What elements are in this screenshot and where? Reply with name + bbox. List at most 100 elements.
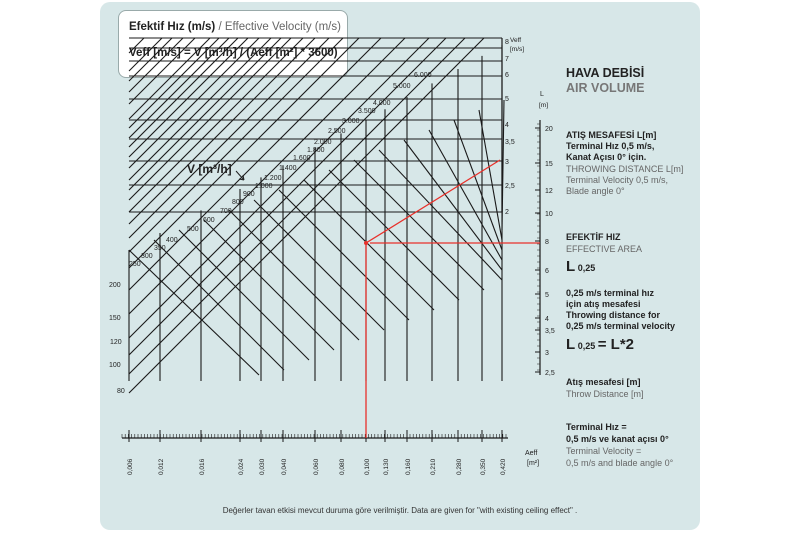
vflow-tick-label: 100 xyxy=(109,362,121,369)
vflow-tick-label: 1.600 xyxy=(293,155,311,162)
vflow-tick-label: 400 xyxy=(166,237,178,244)
throw-distance-label: Throw Distance [m] xyxy=(566,389,644,399)
vflow-tick-label: 250 xyxy=(129,261,141,268)
example-intersection-point xyxy=(364,241,368,245)
vflow-tick-label: 5.000 xyxy=(393,83,411,90)
aeff-tick-label: 0,012 xyxy=(158,458,165,475)
vflow-tick-label: 700 xyxy=(220,208,232,215)
veff-tick-label: 4 xyxy=(505,122,509,129)
vflow-tick-label: 200 xyxy=(109,282,121,289)
aeff-tick-label: 0,100 xyxy=(364,458,371,475)
terminal-velocity-line-2: 0,5 m/s and blade angle 0° xyxy=(566,458,674,468)
vflow-diagonal xyxy=(128,37,220,129)
vflow-tick-label: 3.000 xyxy=(342,118,360,125)
chart-panel xyxy=(100,2,700,530)
nomogram-labels: 0,006 0,012 0,016 0,024 0,030 0,040 0,060 0,080… xyxy=(109,37,555,475)
lattice-diagonal xyxy=(378,149,503,281)
vflow-arrow-icon xyxy=(235,170,245,181)
lattice-diagonal xyxy=(253,199,385,331)
vflow-diagonal xyxy=(128,37,239,148)
l-tick-label: 3 xyxy=(545,350,549,357)
vflow-diagonal xyxy=(128,37,292,201)
hava-debisi-title: HAVA DEBİSİ xyxy=(566,66,645,80)
nomogram-axes xyxy=(121,38,541,442)
veff-axis-unit: [m/s] xyxy=(510,46,524,53)
vflow-tick-label: 80 xyxy=(117,388,125,395)
nomogram-grid xyxy=(128,37,505,394)
l-tick-label: 4 xyxy=(545,316,549,323)
aeff-tick-label: 0,350 xyxy=(480,458,487,475)
terminal-velocity-line-1: Terminal Velocity = xyxy=(566,446,642,456)
veff-tick-label: 7 xyxy=(505,56,509,63)
vflow-diagonal xyxy=(128,37,406,315)
l-tick-label: 8 xyxy=(545,239,549,246)
veff-tick-label: 2 xyxy=(505,209,509,216)
veff-tick-label: 3,5 xyxy=(505,139,515,146)
l025-equation: L 0,25 = L*2 xyxy=(566,336,635,353)
aeff-tick-label: 0,080 xyxy=(339,458,346,475)
vflow-tick-label: 1.400 xyxy=(279,165,297,172)
vflow-tick-label: 1.200 xyxy=(264,175,282,182)
effective-area-title: EFFECTIVE AREA xyxy=(566,244,643,254)
lattice-diagonal xyxy=(478,109,503,241)
atis-mesafesi-title: ATIŞ MESAFESİ L[m] xyxy=(566,130,657,140)
vflow-diagonal xyxy=(128,37,382,291)
aeff-tick-label: 0,040 xyxy=(281,458,288,475)
l-tick-label: 12 xyxy=(545,188,553,195)
lattice-diagonal xyxy=(453,119,503,251)
vflow-diagonal xyxy=(128,37,145,54)
efektif-hiz-title: EFEKTİF HIZ xyxy=(566,232,621,242)
vflow-tick-label: 4.000 xyxy=(373,100,391,107)
vflow-diagonal xyxy=(128,37,230,139)
note-line-2: için atış mesafesi xyxy=(566,299,641,309)
terminal-hiz-line-2: 0,5 m/s ve kanat açısı 0° xyxy=(566,434,669,444)
example-reading-path xyxy=(365,159,540,438)
formula-title: Efektif Hız (m/s) / Effective Velocity (… xyxy=(129,21,341,33)
veff-tick-label: 3 xyxy=(505,159,509,166)
vflow-diagonal xyxy=(128,37,316,225)
vflow-diagonal xyxy=(128,37,485,394)
vflow-tick-label: 900 xyxy=(243,191,255,198)
aeff-tick-label: 0,016 xyxy=(199,458,206,475)
vflow-diagonal xyxy=(128,37,196,105)
aeff-tick-label: 0,060 xyxy=(313,458,320,475)
vflow-tick-label: 1.800 xyxy=(307,147,325,154)
aeff-tick-label: 0,024 xyxy=(238,458,245,475)
footer-note: Değerler tavan etkisi mevcut duruma göre… xyxy=(222,506,578,515)
aeff-tick-label: 0,160 xyxy=(405,458,412,475)
l-axis-unit: [m] xyxy=(539,102,548,109)
aeff-axis-title: Aeff xyxy=(525,450,537,457)
lattice-diagonal xyxy=(303,179,435,311)
vflow-diagonal xyxy=(128,37,330,239)
note-line-1: 0,25 m/s terminal hız xyxy=(566,288,655,298)
vflow-tick-label: 150 xyxy=(109,315,121,322)
lattice-diagonal xyxy=(403,139,503,271)
vflow-tick-label: 800 xyxy=(232,199,244,206)
lattice-diagonal xyxy=(428,129,503,261)
lattice-diagonal xyxy=(353,159,485,291)
lattice-diagonal xyxy=(228,209,360,341)
aeff-tick-label: 0,210 xyxy=(430,458,437,475)
throw-line-2: Blade angle 0° xyxy=(566,186,625,196)
vflow-diagonal xyxy=(128,37,466,375)
lattice-diagonal xyxy=(153,239,285,371)
lattice-diagonal xyxy=(278,189,410,321)
lattice-diagonal xyxy=(178,229,310,361)
l-tick-label: 10 xyxy=(545,211,553,218)
vflow-diagonal xyxy=(128,37,282,191)
vflow-diagonal xyxy=(128,37,184,93)
lattice-diagonal xyxy=(128,249,260,376)
vflow-tick-label: 2.000 xyxy=(314,139,332,146)
vflow-diagonal xyxy=(128,37,447,356)
vflow-tick-label: 6.000 xyxy=(414,72,432,79)
air-volume-title: AIR VOLUME xyxy=(566,81,645,95)
veff-tick-label: 2,5 xyxy=(505,183,515,190)
l-tick-label: 3,5 xyxy=(545,328,555,335)
aeff-axis-unit: [m²] xyxy=(527,460,539,467)
veff-axis-title: Veff xyxy=(510,37,521,44)
vflow-axis-label: V [m³/h] xyxy=(187,162,232,176)
veff-tick-label: 5 xyxy=(505,96,509,103)
vflow-tick-label: 120 xyxy=(110,339,122,346)
vflow-tick-label: 350 xyxy=(154,245,166,252)
